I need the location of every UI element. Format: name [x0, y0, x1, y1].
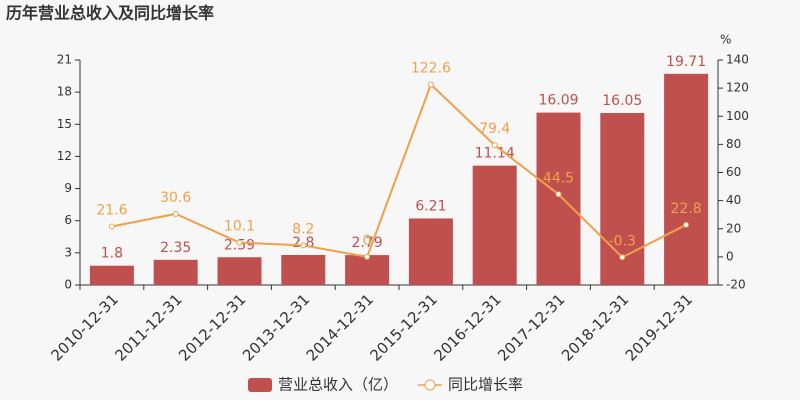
x-tick-label: 2019-12-31	[622, 290, 696, 364]
bar-value-label: 6.21	[415, 198, 446, 214]
legend-label: 同比增长率	[448, 376, 523, 394]
bar	[217, 257, 262, 285]
bar	[281, 255, 326, 285]
line-point	[364, 253, 371, 260]
line-value-label: 21.6	[96, 203, 127, 219]
line	[111, 82, 687, 259]
legend-label: 营业总收入（亿）	[278, 376, 398, 394]
y-tick-label: 15	[57, 117, 72, 131]
y2-tick-label: 60	[726, 165, 741, 179]
chart-title: 历年营业总收入及同比增长率	[6, 4, 214, 23]
line-point	[683, 221, 690, 228]
bar-value-label: 2.35	[160, 240, 191, 256]
bar-value-label: 16.09	[538, 93, 578, 109]
y-tick-label: 0	[64, 278, 72, 292]
line-value-label: 8.2	[292, 221, 314, 237]
legend-swatch	[248, 378, 272, 392]
y2-tick-label: 40	[726, 193, 741, 207]
bar	[408, 218, 453, 285]
line-value-label: 0	[363, 233, 372, 249]
bar-value-label: 1.8	[101, 246, 123, 262]
x-tick-label: 2018-12-31	[558, 290, 632, 364]
x-tick-label: 2017-12-31	[494, 290, 568, 364]
line-point	[555, 191, 562, 198]
x-tick-label: 2015-12-31	[367, 290, 441, 364]
y-tick-label: 12	[57, 149, 72, 163]
y2-tick-label: 0	[726, 249, 734, 263]
line-value-label: 30.6	[160, 190, 191, 206]
line-value-label: 122.6	[411, 60, 451, 76]
y2-axis-label: %	[720, 33, 731, 47]
line-value-label: 79.4	[479, 121, 510, 137]
bar	[89, 265, 134, 285]
bar-value-label: 11.14	[475, 146, 515, 162]
bar-value-label: 16.05	[602, 93, 642, 109]
line-point	[108, 223, 115, 230]
bar	[153, 259, 198, 285]
x-tick-label: 2014-12-31	[303, 290, 377, 364]
bar	[664, 73, 709, 285]
bar-value-label: 19.71	[666, 54, 706, 70]
y2-tick-label: 80	[726, 137, 741, 151]
legend-swatch	[424, 379, 436, 391]
y2-tick-label: 20	[726, 221, 741, 235]
x-tick-label: 2013-12-31	[239, 290, 313, 364]
bar	[345, 255, 390, 285]
y-tick-label: 21	[57, 53, 72, 67]
line-value-label: -0.3	[609, 233, 636, 249]
line-point	[619, 254, 626, 261]
y2-tick-label: 140	[726, 53, 749, 67]
bar	[472, 165, 517, 285]
x-tick-label: 2016-12-31	[430, 290, 504, 364]
line-point	[172, 210, 179, 217]
line-point	[427, 81, 434, 88]
x-tick-label: 2011-12-31	[111, 290, 185, 364]
x-tick-label: 2010-12-31	[48, 290, 122, 364]
line-value-label: 10.1	[224, 219, 255, 235]
y-tick-label: 18	[57, 85, 72, 99]
y-tick-label: 9	[64, 181, 72, 195]
line-point	[491, 142, 498, 149]
y2-tick-label: 100	[726, 109, 749, 123]
x-tick-label: 2012-12-31	[175, 290, 249, 364]
bar-value-label: 2.79	[352, 235, 383, 251]
y-tick-label: 6	[64, 213, 72, 227]
y2-tick-label: -20	[726, 278, 746, 292]
bar	[536, 112, 581, 285]
line-value-label: 44.5	[543, 170, 574, 186]
line-point	[236, 239, 243, 246]
line-point	[300, 242, 307, 249]
y2-tick-label: 120	[726, 81, 749, 95]
y-tick-label: 3	[64, 245, 72, 259]
line-value-label: 22.8	[671, 201, 702, 217]
